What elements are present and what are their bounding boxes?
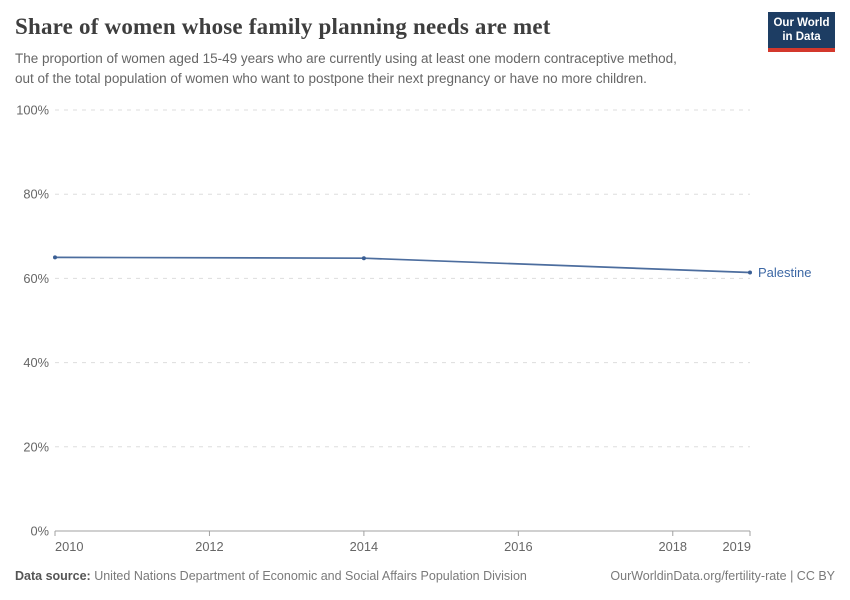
y-tick-label: 40% [23, 355, 49, 370]
data-point-marker[interactable] [748, 270, 752, 275]
y-tick-label: 20% [23, 439, 49, 454]
y-tick-label: 0% [31, 524, 50, 539]
y-axis: 0% 20% 40% 60% 80% 100% [16, 103, 750, 539]
owid-logo-line2: in Data [782, 31, 821, 43]
x-tick-label: 2012 [195, 539, 223, 554]
series-palestine[interactable]: Palestine [53, 255, 811, 280]
chart-subtitle-line1: The proportion of women aged 15-49 years… [15, 51, 677, 66]
y-tick-label: 100% [16, 103, 49, 118]
data-source-text: United Nations Department of Economic an… [90, 569, 527, 583]
data-source-note: Data source: United Nations Department o… [15, 569, 527, 583]
chart-subtitle: The proportion of women aged 15-49 years… [15, 49, 835, 89]
chart-header: Share of women whose family planning nee… [15, 12, 835, 89]
y-tick-label: 80% [23, 187, 49, 202]
chart-footer: Data source: United Nations Department o… [15, 569, 835, 583]
series-line[interactable] [54, 256, 751, 274]
data-point-marker[interactable] [361, 256, 366, 261]
owid-logo[interactable]: Our World in Data [768, 12, 835, 52]
x-tick-label: 2019 [723, 539, 751, 554]
owid-logo-line1: Our World [773, 17, 830, 29]
license-link[interactable]: OurWorldinData.org/fertility-rate | CC B… [610, 569, 835, 583]
x-axis: 2010 2012 2014 2016 2018 2019 [54, 530, 751, 554]
data-point-marker[interactable] [53, 255, 57, 260]
y-tick-label: 60% [23, 271, 49, 286]
x-tick-label: 2018 [659, 539, 687, 554]
x-tick-label: 2010 [55, 539, 83, 554]
chart-subtitle-line2: out of the total population of women who… [15, 71, 647, 86]
chart-title: Share of women whose family planning nee… [15, 14, 551, 39]
x-tick-label: 2014 [350, 539, 378, 554]
x-tick-label: 2016 [504, 539, 532, 554]
entity-label[interactable]: Palestine [758, 265, 811, 280]
data-source-label: Data source: [15, 569, 91, 583]
